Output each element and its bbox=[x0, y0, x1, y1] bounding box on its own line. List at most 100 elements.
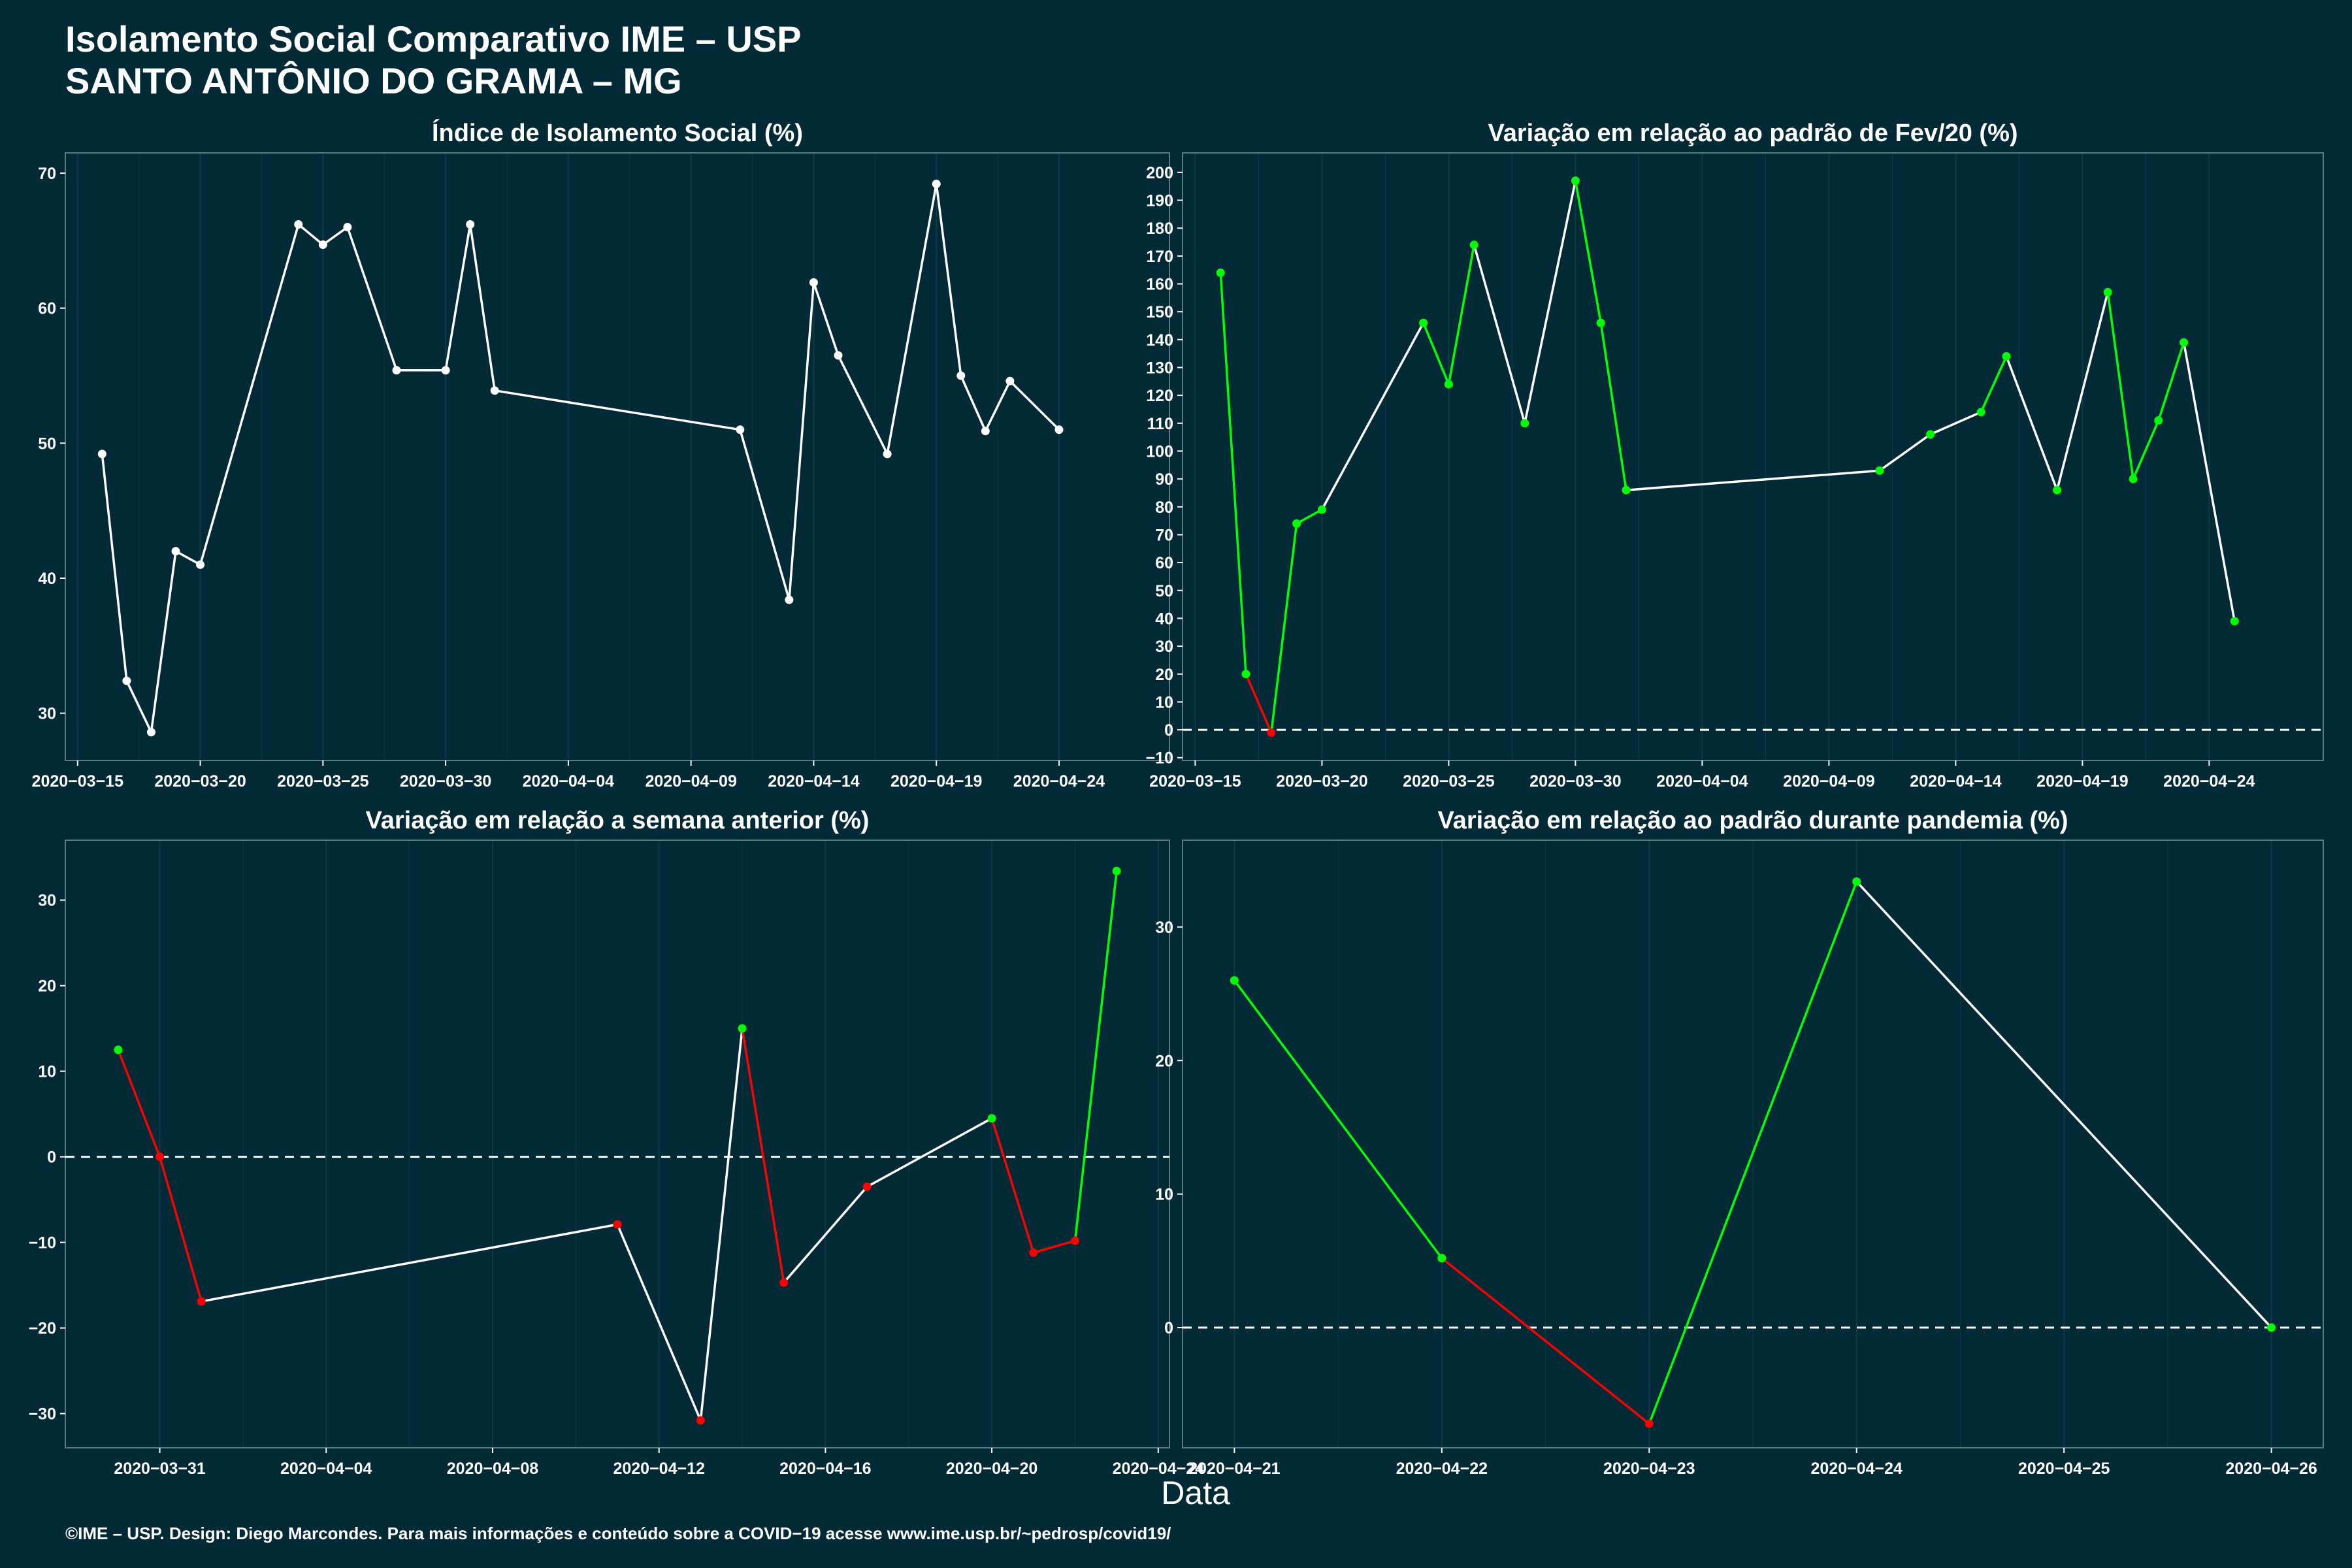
series-segment bbox=[1599, 321, 1627, 491]
y-tick-label: −10 bbox=[29, 1234, 56, 1252]
data-point bbox=[779, 1278, 789, 1287]
series-segment bbox=[1648, 880, 1858, 1425]
y-tick-label: 170 bbox=[1146, 248, 1173, 266]
data-point bbox=[2154, 416, 2163, 425]
series-segment bbox=[886, 182, 938, 455]
data-point bbox=[809, 278, 818, 287]
y-tick-label: 20 bbox=[1155, 1052, 1173, 1070]
x-tick-label: 2020−04−08 bbox=[447, 1460, 539, 1478]
data-point bbox=[738, 1024, 747, 1033]
chart-title: Variação em relação a semana anterior (%… bbox=[366, 807, 870, 834]
series-segment bbox=[2055, 291, 2109, 491]
series-segment bbox=[1009, 380, 1060, 431]
series-segment bbox=[297, 223, 325, 246]
x-tick-label: 2020−04−12 bbox=[613, 1460, 704, 1478]
series-segment bbox=[1574, 179, 1602, 324]
series-segment bbox=[990, 1117, 1035, 1254]
series-segment bbox=[2132, 419, 2160, 480]
chart-panel-4: Variação em relação ao padrão durante pa… bbox=[1155, 807, 2324, 1478]
data-point bbox=[2180, 338, 2189, 347]
data-point bbox=[736, 425, 745, 434]
x-tick-label: 2020−04−20 bbox=[946, 1460, 1037, 1478]
y-tick-label: 190 bbox=[1146, 192, 1173, 210]
series-segment bbox=[1320, 321, 1425, 511]
y-tick-label: 70 bbox=[1155, 526, 1173, 544]
data-point bbox=[1292, 519, 1301, 528]
data-point bbox=[981, 427, 990, 436]
series-segment bbox=[200, 1223, 619, 1303]
series-segment bbox=[1270, 522, 1298, 734]
x-tick-label: 2020−04−04 bbox=[1656, 772, 1748, 791]
y-tick-label: 30 bbox=[1155, 638, 1173, 656]
panel-border bbox=[65, 840, 1170, 1448]
x-tick-label: 2020−03−25 bbox=[1403, 772, 1495, 791]
data-point bbox=[1852, 877, 1861, 886]
chart-title: Índice de Isolamento Social (%) bbox=[432, 118, 803, 147]
x-tick-label: 2020−04−09 bbox=[645, 772, 736, 791]
series-segment bbox=[866, 1117, 993, 1188]
data-point bbox=[1054, 425, 1064, 434]
data-point bbox=[196, 560, 205, 569]
y-tick-label: 110 bbox=[1147, 415, 1173, 433]
data-point bbox=[862, 1182, 872, 1191]
series-segment bbox=[1441, 1257, 1651, 1425]
data-point bbox=[1622, 485, 1631, 495]
data-point bbox=[441, 366, 450, 375]
series-segment bbox=[174, 549, 202, 566]
y-tick-label: 40 bbox=[1155, 610, 1173, 628]
data-point bbox=[2002, 351, 2011, 361]
x-tick-label: 2020−04−23 bbox=[1603, 1460, 1695, 1478]
y-tick-label: 50 bbox=[1155, 582, 1173, 600]
data-point bbox=[1005, 376, 1015, 385]
chart-panel-3: Variação em relação a semana anterior (%… bbox=[29, 807, 1205, 1478]
series-segment bbox=[788, 281, 815, 601]
x-tick-label: 2020−03−20 bbox=[1276, 772, 1367, 791]
data-point bbox=[122, 676, 131, 685]
data-point bbox=[2129, 474, 2138, 483]
series-segment bbox=[2106, 291, 2134, 480]
data-point bbox=[114, 1045, 123, 1054]
series-segment bbox=[616, 1223, 702, 1422]
data-point bbox=[2267, 1323, 2276, 1332]
data-point bbox=[146, 728, 155, 737]
y-tick-label: 10 bbox=[38, 1063, 56, 1081]
x-tick-label: 2020−04−09 bbox=[1783, 772, 1874, 791]
y-tick-label: 70 bbox=[38, 165, 56, 183]
data-point bbox=[1029, 1248, 1038, 1257]
data-point bbox=[1469, 240, 1478, 250]
data-point bbox=[1571, 176, 1580, 186]
data-point bbox=[1419, 318, 1428, 327]
series-segment bbox=[1032, 1239, 1077, 1254]
data-point bbox=[1976, 408, 1985, 417]
series-segment bbox=[493, 389, 742, 431]
x-axis-label: Data bbox=[1161, 1475, 1230, 1511]
data-point bbox=[932, 180, 941, 189]
data-point bbox=[1112, 866, 1121, 875]
y-tick-label: 20 bbox=[1155, 666, 1173, 684]
panel-border bbox=[1182, 840, 2324, 1448]
data-point bbox=[696, 1416, 705, 1425]
y-tick-label: 30 bbox=[38, 892, 56, 910]
x-tick-label: 2020−04−24 bbox=[2163, 772, 2255, 791]
y-tick-label: 30 bbox=[38, 705, 56, 723]
series-segment bbox=[741, 1027, 785, 1284]
series-segment bbox=[812, 281, 840, 357]
y-tick-label: 80 bbox=[1155, 498, 1173, 517]
x-tick-label: 2020−03−25 bbox=[277, 772, 369, 791]
series-segment bbox=[2182, 341, 2236, 623]
y-tick-label: 0 bbox=[1164, 1319, 1173, 1337]
data-point bbox=[490, 386, 499, 395]
data-point bbox=[294, 220, 303, 229]
data-point bbox=[318, 240, 327, 250]
y-tick-label: 200 bbox=[1146, 164, 1173, 182]
x-tick-label: 2020−03−31 bbox=[114, 1460, 206, 1478]
data-point bbox=[987, 1114, 996, 1123]
series-segment bbox=[1219, 271, 1247, 676]
y-tick-label: −20 bbox=[29, 1320, 56, 1338]
y-tick-label: 30 bbox=[1155, 919, 1173, 937]
data-point bbox=[1267, 728, 1276, 737]
series-segment bbox=[346, 225, 398, 372]
series-segment bbox=[1878, 433, 1932, 472]
y-tick-label: −30 bbox=[29, 1405, 56, 1424]
